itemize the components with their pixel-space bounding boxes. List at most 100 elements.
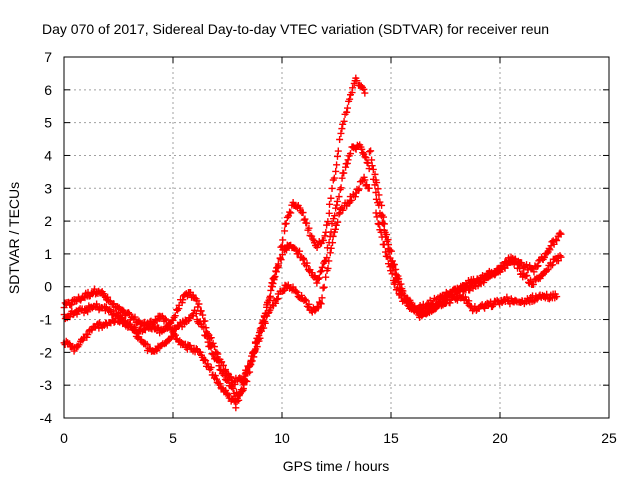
data-point (272, 267, 280, 275)
y-tick-label: 5 (44, 115, 52, 131)
data-point (346, 95, 354, 103)
data-point (337, 129, 345, 137)
data-point (340, 169, 348, 177)
data-point (318, 263, 326, 271)
series-day-3 (60, 141, 373, 404)
data-point (318, 294, 326, 302)
data-point (211, 372, 219, 380)
data-point (130, 325, 138, 333)
data-point (227, 373, 235, 381)
data-point (550, 240, 558, 248)
data-point (321, 232, 329, 240)
data-point (375, 201, 383, 209)
data-point (515, 261, 523, 269)
data-point (301, 295, 309, 303)
data-point (313, 303, 321, 311)
data-point (215, 362, 223, 370)
data-point (104, 293, 112, 301)
data-point (305, 300, 313, 308)
data-point (332, 167, 340, 175)
data-point (279, 236, 287, 244)
data-point (327, 244, 335, 252)
data-point (207, 334, 215, 342)
data-point (367, 147, 375, 155)
data-point (372, 209, 380, 217)
data-point (333, 161, 341, 169)
data-point (327, 194, 335, 202)
data-point (332, 221, 340, 229)
data-point (373, 213, 381, 221)
data-point (557, 230, 565, 238)
data-point (374, 220, 382, 228)
data-point (530, 268, 538, 276)
data-point (283, 213, 291, 221)
data-point (335, 193, 343, 201)
data-point (143, 340, 151, 348)
data-point (384, 253, 392, 261)
data-point (299, 254, 307, 262)
data-point (333, 152, 341, 160)
data-point (339, 206, 347, 214)
data-point (534, 262, 542, 270)
data-point (125, 309, 133, 317)
data-point (247, 358, 255, 366)
series-day-5 (60, 173, 373, 412)
data-point (360, 85, 368, 93)
data-series (60, 74, 565, 412)
data-point (338, 174, 346, 182)
data-point (237, 386, 245, 394)
data-point (544, 266, 552, 274)
data-point (324, 264, 332, 272)
data-point (362, 154, 370, 162)
data-point (195, 300, 203, 308)
data-point (543, 249, 551, 257)
data-point (387, 267, 395, 275)
data-point (553, 237, 561, 245)
data-point (375, 220, 383, 228)
data-point (377, 212, 385, 220)
data-point (540, 253, 548, 261)
data-point (200, 324, 208, 332)
data-point (347, 196, 355, 204)
data-point (253, 343, 261, 351)
data-point (309, 235, 317, 243)
data-point (334, 218, 342, 226)
data-point (516, 264, 524, 272)
data-point (343, 108, 351, 116)
data-point (266, 292, 274, 300)
data-point (293, 288, 301, 296)
y-tick-label: 2 (44, 213, 52, 229)
y-tick-label: 3 (44, 180, 52, 196)
data-point (331, 225, 339, 233)
data-point (554, 257, 562, 265)
data-point (390, 266, 398, 274)
y-tick-label: 7 (44, 49, 52, 65)
data-point (201, 317, 209, 325)
data-point (549, 261, 557, 269)
data-point (380, 240, 388, 248)
data-point (512, 257, 520, 265)
data-point (192, 310, 200, 318)
data-point (183, 292, 191, 300)
data-point (394, 284, 402, 292)
data-point (332, 204, 340, 212)
data-point (523, 261, 531, 269)
data-point (529, 280, 537, 288)
data-point (401, 296, 409, 304)
data-point (161, 315, 169, 323)
data-point (207, 363, 215, 371)
data-point (208, 350, 216, 358)
y-tick-label: 0 (44, 279, 52, 295)
data-point (543, 290, 551, 298)
data-point (337, 184, 345, 192)
data-point (206, 342, 214, 350)
data-point (329, 239, 337, 247)
data-point (338, 125, 346, 133)
y-axis-label: SDTVAR / TECUs (6, 182, 22, 294)
data-point (203, 333, 211, 341)
data-point (186, 342, 194, 350)
data-point (547, 242, 555, 250)
data-point (119, 306, 127, 314)
data-point (282, 220, 290, 228)
data-point (90, 285, 98, 293)
